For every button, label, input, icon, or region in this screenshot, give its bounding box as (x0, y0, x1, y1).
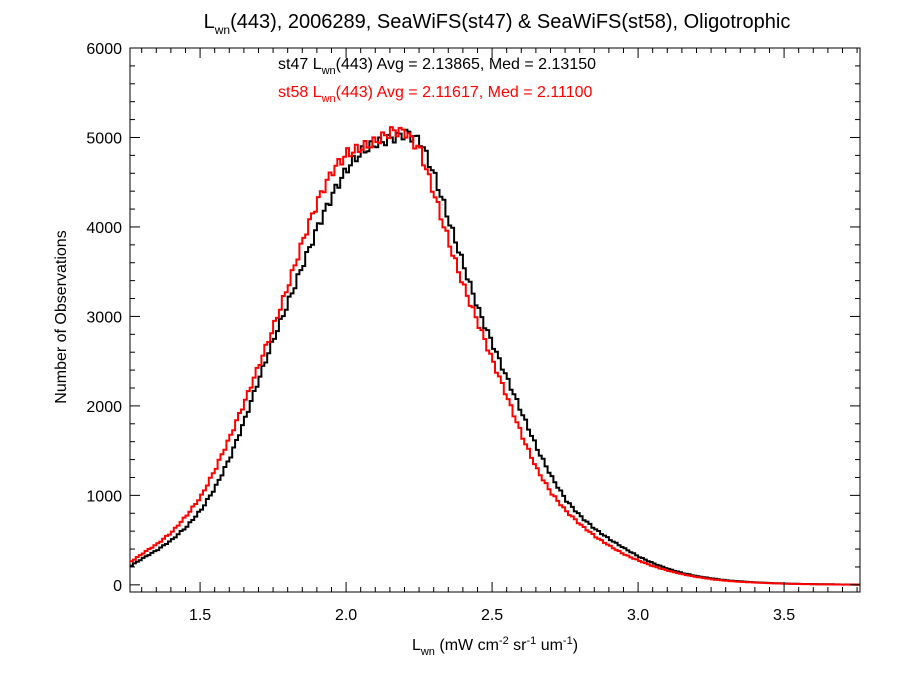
y-tick-label: 6000 (86, 41, 122, 58)
series-st47-line (130, 128, 860, 586)
y-tick-label: 4000 (86, 220, 122, 237)
x-tick-label: 1.5 (189, 607, 211, 624)
x-axis-title: Lwn (mW cm-2 sr-1 um-1) (412, 635, 578, 658)
y-tick-label: 3000 (86, 309, 122, 326)
y-tick-label: 5000 (86, 130, 122, 147)
legend-entry-st47: st47 Lwn(443) Avg = 2.13865, Med = 2.131… (278, 56, 596, 77)
series-st58-line (130, 126, 860, 586)
x-tick-label: 2.0 (335, 607, 357, 624)
legend-entry-st58: st58 Lwn(443) Avg = 2.11617, Med = 2.111… (278, 84, 593, 105)
y-tick-label: 0 (113, 578, 122, 595)
series-layer (130, 126, 860, 586)
x-tick-label: 3.0 (627, 607, 649, 624)
plot-frame (129, 47, 861, 593)
x-tick-label: 2.5 (481, 607, 503, 624)
y-tick-label: 1000 (86, 488, 122, 505)
y-tick-label: 2000 (86, 399, 122, 416)
y-axis-ticks: 0 1000 2000 3000 4000 5000 6000 (86, 41, 860, 595)
x-axis-ticks: 1.5 2.0 2.5 3.0 3.5 (141, 48, 858, 624)
x-tick-label: 3.5 (773, 607, 795, 624)
y-axis-title: Number of Observations (53, 230, 70, 403)
chart-title: Lwn(443), 2006289, SeaWiFS(st47) & SeaWi… (204, 11, 791, 37)
